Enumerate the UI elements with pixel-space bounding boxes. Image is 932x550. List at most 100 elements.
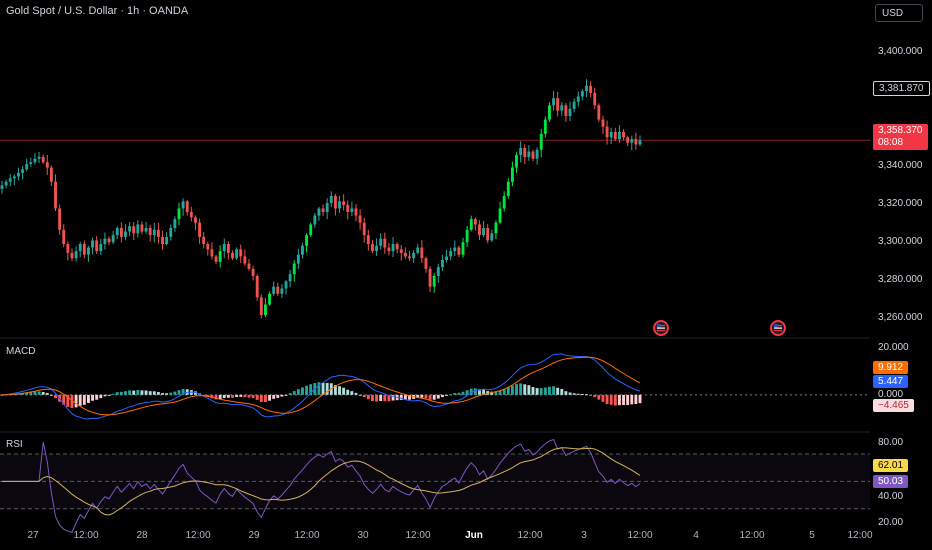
macd-histogram-bar <box>445 394 448 396</box>
candle <box>329 196 333 204</box>
price-tick: 3,340.000 <box>878 160 923 171</box>
rsi-ma-value-tag: 62.01 <box>873 459 909 472</box>
candle <box>622 132 625 138</box>
macd-histogram-bar <box>62 394 66 405</box>
candle <box>296 254 300 264</box>
candle <box>552 98 556 106</box>
us-flag-icon[interactable] <box>770 320 786 336</box>
candle <box>25 164 29 170</box>
candle <box>420 247 424 259</box>
candle <box>379 238 383 246</box>
macd-histogram-bar <box>399 394 403 400</box>
candle <box>366 235 370 244</box>
candle <box>8 178 12 182</box>
macd-histogram-bar <box>494 391 498 395</box>
macd-histogram-bar <box>358 394 362 396</box>
macd-histogram-bar <box>276 394 280 398</box>
macd-histogram-bar <box>560 388 564 395</box>
time-tick: 12:00 <box>405 530 431 541</box>
rsi-tick: 80.00 <box>878 437 904 448</box>
candle <box>461 242 465 255</box>
candle <box>469 219 473 230</box>
macd-histogram-bar <box>49 394 53 396</box>
macd-histogram-bar <box>115 392 119 395</box>
candle <box>288 274 292 282</box>
candle <box>107 238 111 243</box>
candle <box>589 85 593 93</box>
candle <box>78 244 82 252</box>
candle <box>222 244 226 252</box>
macd-histogram-bar <box>132 390 136 395</box>
candle <box>218 251 222 262</box>
time-tick: 12:00 <box>847 530 873 541</box>
candle <box>428 268 432 287</box>
macd-histogram-bar <box>338 386 341 395</box>
macd-histogram-bar <box>82 394 86 405</box>
candle <box>325 203 329 212</box>
macd-histogram-bar <box>231 394 234 398</box>
candle <box>321 208 325 212</box>
macd-histogram-bar <box>408 394 411 400</box>
candle <box>502 196 506 209</box>
candle <box>375 245 379 252</box>
candle <box>226 244 230 253</box>
macd-histogram-bar <box>527 385 531 395</box>
last-price-value: 3,358.370 <box>878 125 923 136</box>
macd-histogram-bar <box>498 390 502 395</box>
candle <box>510 167 514 182</box>
candle <box>132 226 136 234</box>
candle <box>548 105 551 120</box>
candle <box>103 238 107 244</box>
candle <box>391 244 395 252</box>
macd-histogram-bar <box>111 393 115 395</box>
candle <box>251 268 255 276</box>
rsi-ma-line <box>2 447 641 516</box>
macd-histogram-bar <box>362 394 366 398</box>
macd-histogram-bar <box>482 389 486 395</box>
currency-button[interactable]: USD <box>875 4 923 22</box>
macd-histogram-bar <box>564 391 568 395</box>
time-tick: 12:00 <box>294 530 320 541</box>
macd-histogram-bar <box>0 394 4 396</box>
us-flag-icon[interactable] <box>653 320 669 336</box>
rsi-tick: 20.00 <box>878 517 904 528</box>
candle <box>350 208 354 212</box>
macd-histogram-bar <box>140 390 144 395</box>
macd-histogram-bar <box>630 394 634 405</box>
candle <box>189 212 193 218</box>
macd-histogram-bar <box>226 394 230 398</box>
histogram-value-tag: −4.465 <box>873 399 914 412</box>
candle <box>399 249 403 253</box>
candle <box>124 231 127 237</box>
macd-histogram-bar <box>161 393 164 395</box>
candle <box>280 288 284 294</box>
macd-histogram-bar <box>634 394 638 405</box>
macd-histogram-bar <box>45 392 49 395</box>
candle <box>486 228 490 241</box>
macd-histogram-bar <box>580 394 584 396</box>
macd-histogram-bar <box>416 394 420 398</box>
candle <box>333 196 337 209</box>
macd-histogram-bar <box>107 394 111 396</box>
candle <box>478 224 481 236</box>
macd-histogram-bar <box>218 394 222 400</box>
candle <box>259 297 263 316</box>
candle <box>527 151 531 157</box>
candle <box>515 155 518 168</box>
candle <box>585 85 588 92</box>
candle <box>617 132 621 140</box>
macd-histogram-bar <box>66 394 70 407</box>
macd-tick: 0.000 <box>878 389 904 400</box>
macd-histogram-bar <box>243 394 247 398</box>
candle <box>210 249 214 257</box>
candle <box>506 181 510 196</box>
macd-histogram-bar <box>605 394 609 405</box>
candle <box>301 245 304 255</box>
candle <box>358 215 362 223</box>
time-tick: 27 <box>27 530 39 541</box>
macd-histogram-bar <box>436 394 440 399</box>
candle <box>128 226 132 232</box>
candle <box>82 244 86 255</box>
